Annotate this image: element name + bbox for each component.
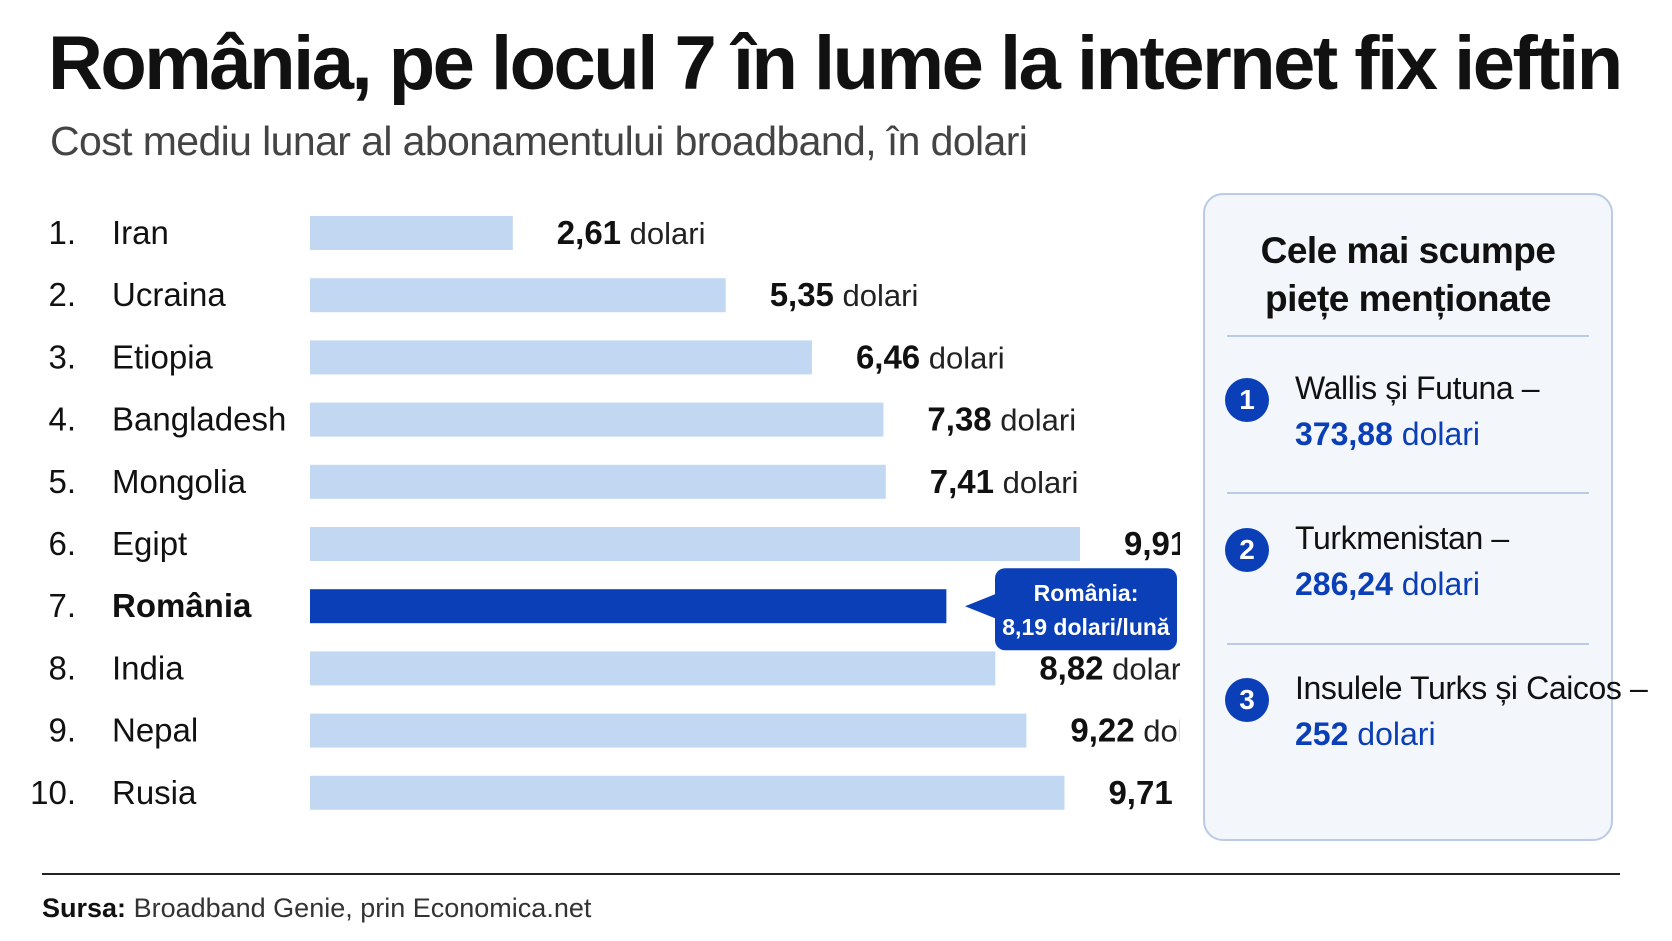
country-label: Rusia [112,774,197,811]
panel-item-unit: dolari [1401,566,1481,602]
panel-item-amount: 252 [1295,716,1349,752]
source-note: Sursa: Broadband Genie, prin Economica.n… [42,893,591,924]
value-number: 9,22 [1070,712,1134,749]
panel-divider [1227,492,1589,494]
rank-label: 3. [48,338,76,375]
value-unit: dolari [834,278,918,313]
bar [310,713,1027,748]
bar-chart: 1. Iran 2,61 dolari 2. Ucraina 5,35 dolari 3. E… [30,214,1180,811]
country-label: Iran [112,214,169,251]
expensive-markets-panel: Cele mai scumpe piețe menționate 1 Walli… [1203,193,1648,841]
panel-item-name: Turkmenistan – [1295,520,1509,556]
value-label: 9,22 dolari [1070,712,1180,749]
source-label: Sursa: [42,893,127,923]
value-label: 8,82 dolari [1039,649,1180,686]
panel-item-amount: 286,24 [1295,566,1393,602]
value-label: 9,91 dolari [1124,525,1180,562]
value-label: 7,38 dolari [927,401,1076,438]
value-label: 2,61 dolari [557,214,706,251]
value-number: 9,91 [1124,525,1180,562]
country-label: Nepal [112,712,198,749]
value-unit: dolari [1173,776,1180,811]
number-badge-2: 2 [1225,528,1269,572]
value-unit: dolari [994,465,1078,500]
panel-item-amount: 373,88 [1295,416,1393,452]
country-label: Ucraina [112,276,226,313]
country-label: India [112,649,184,686]
panel-title: Cele mai scumpe piețe menționate [1260,230,1556,319]
bar [310,775,1065,810]
footer-divider [42,873,1620,875]
country-label: Mongolia [112,463,247,500]
panel-item-unit: dolari [1401,416,1481,452]
country-label: Etiopia [112,338,214,375]
callout-pointer [965,594,995,619]
panel-item-name: Insulele Turks și Caicos – [1295,670,1648,706]
callout-box [995,568,1177,651]
panel-item-value: 286,24 dolari [1295,566,1480,603]
value-number: 7,38 [927,401,991,438]
value-unit: dolari [920,340,1004,375]
bar-highlight [310,589,947,624]
panel-item-name: Wallis și Futuna – [1295,370,1540,406]
rank-label: 1. [48,214,76,251]
bar [310,278,726,313]
panel-item-value: 373,88 dolari [1295,416,1480,453]
value-label: 6,46 dolari [856,338,1005,375]
value-number: 5,35 [770,276,834,313]
bar [310,402,884,437]
bar [310,651,996,686]
chart-subtitle: Cost mediu lunar al abonamentului broadb… [50,118,1028,164]
value-number: 6,46 [856,338,920,375]
number-badge-3: 3 [1225,678,1269,722]
panel-divider [1227,643,1589,645]
rank-label: 2. [48,276,76,313]
rank-label: 6. [48,525,76,562]
bar [310,340,812,375]
value-number: 7,41 [930,463,994,500]
value-number: 9,71 [1108,774,1172,811]
bar [310,464,886,499]
value-unit: dolari [1135,714,1180,749]
rank-label: 8. [48,649,76,686]
panel-item-unit: dolari [1357,716,1436,752]
rank-label: 9. [48,712,76,749]
country-label: România [112,587,252,624]
rank-label: 5. [48,463,76,500]
panel-item-value: 252 dolari [1295,716,1436,753]
bar [310,216,513,250]
value-unit: dolari [621,216,705,251]
value-label: 7,41 dolari [930,463,1079,500]
rank-label: 4. [48,401,76,438]
value-label: 9,71 dolari [1108,774,1180,811]
value-label: 5,35 dolari [770,276,919,313]
value-number: 8,82 [1039,649,1103,686]
rank-label: 10. [30,774,76,811]
callout-line-2: 8,19 dolari/lună [1002,614,1170,640]
rank-label: 7. [48,587,76,624]
value-unit: dolari [1104,651,1180,686]
value-unit: dolari [992,403,1076,438]
number-badge-1: 1 [1225,378,1269,422]
value-number: 2,61 [557,214,621,251]
country-label: Bangladesh [112,401,286,438]
panel-divider [1227,335,1589,337]
country-label: Egipt [112,525,187,562]
callout-line-1: România: [1034,580,1139,606]
source-text: Broadband Genie, prin Economica.net [133,893,592,923]
bar [310,527,1081,561]
chart-title: România, pe locul 7 în lume la internet … [48,21,1623,106]
